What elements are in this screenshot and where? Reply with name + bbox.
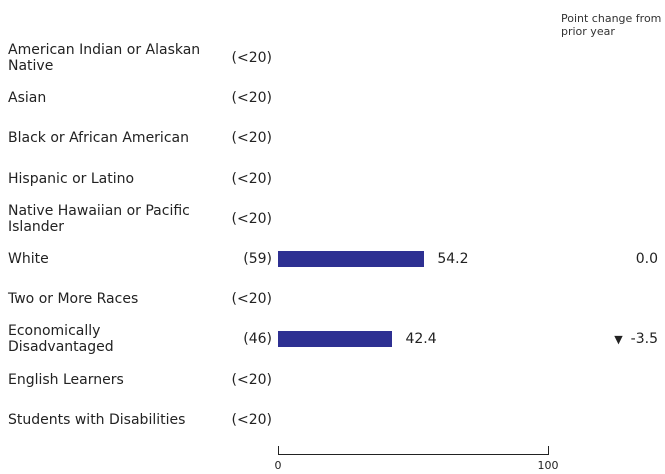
row-count: (<20) (231, 371, 272, 388)
row-label: Asian (8, 90, 47, 107)
chart-row: Black or African American (<20) (0, 118, 665, 158)
point-change: 0.0 (636, 239, 658, 279)
x-axis-tick-label-0: 0 (274, 459, 282, 472)
x-axis-tick-0 (278, 446, 279, 455)
bar-value-label: 54.2 (437, 251, 469, 267)
point-change-value: -3.5 (630, 331, 658, 348)
triangle-down-icon: ▼ (614, 332, 623, 346)
chart-row: Native Hawaiian or Pacific Islander (<20) (0, 199, 665, 239)
point-change: ▼ -3.5 (614, 319, 658, 359)
row-count: (<20) (231, 291, 272, 308)
row-label: White (8, 251, 49, 267)
row-count: (<20) (231, 210, 272, 227)
x-axis-tick-100 (548, 446, 549, 455)
point-change-header: Point change from prior year (561, 12, 662, 38)
row-count: (59) (243, 251, 272, 267)
chart-row: Students with Disabilities (<20) (0, 400, 665, 440)
row-label: Students with Disabilities (8, 411, 186, 428)
row-label: American Indian or Alaskan Native (8, 42, 201, 74)
x-axis-tick-label-100: 100 (537, 459, 559, 472)
row-label: Hispanic or Latino (8, 170, 135, 187)
chart-row: Asian (<20) (0, 78, 665, 118)
row-label: Two or More Races (8, 291, 139, 308)
row-label: Economically Disadvantaged (8, 323, 114, 356)
row-label: English Learners (8, 371, 124, 388)
chart-row: Hispanic or Latino (<20) (0, 159, 665, 199)
chart-row: American Indian or Alaskan Native (<20) (0, 38, 665, 78)
bar-value-label: 42.4 (405, 331, 437, 348)
chart-row: English Learners (<20) (0, 360, 665, 400)
row-count: (46) (243, 331, 272, 348)
row-count: (<20) (231, 170, 272, 187)
chart-row: Economically Disadvantaged (46) 42.4 ▼ -3.5 (0, 319, 665, 359)
row-label: Native Hawaiian or Pacific Islander (8, 202, 190, 235)
chart-row: White (59) 54.2 0.0 (0, 239, 665, 279)
bar (278, 331, 393, 348)
row-count: (<20) (231, 411, 272, 428)
bar (278, 251, 425, 267)
chart-row: Two or More Races (<20) (0, 279, 665, 319)
row-count: (<20) (231, 90, 272, 107)
point-change-value: 0.0 (635, 251, 658, 267)
x-axis-line (278, 454, 549, 455)
row-label: Black or African American (8, 130, 189, 147)
row-count: (<20) (231, 50, 272, 66)
row-count: (<20) (231, 130, 272, 147)
